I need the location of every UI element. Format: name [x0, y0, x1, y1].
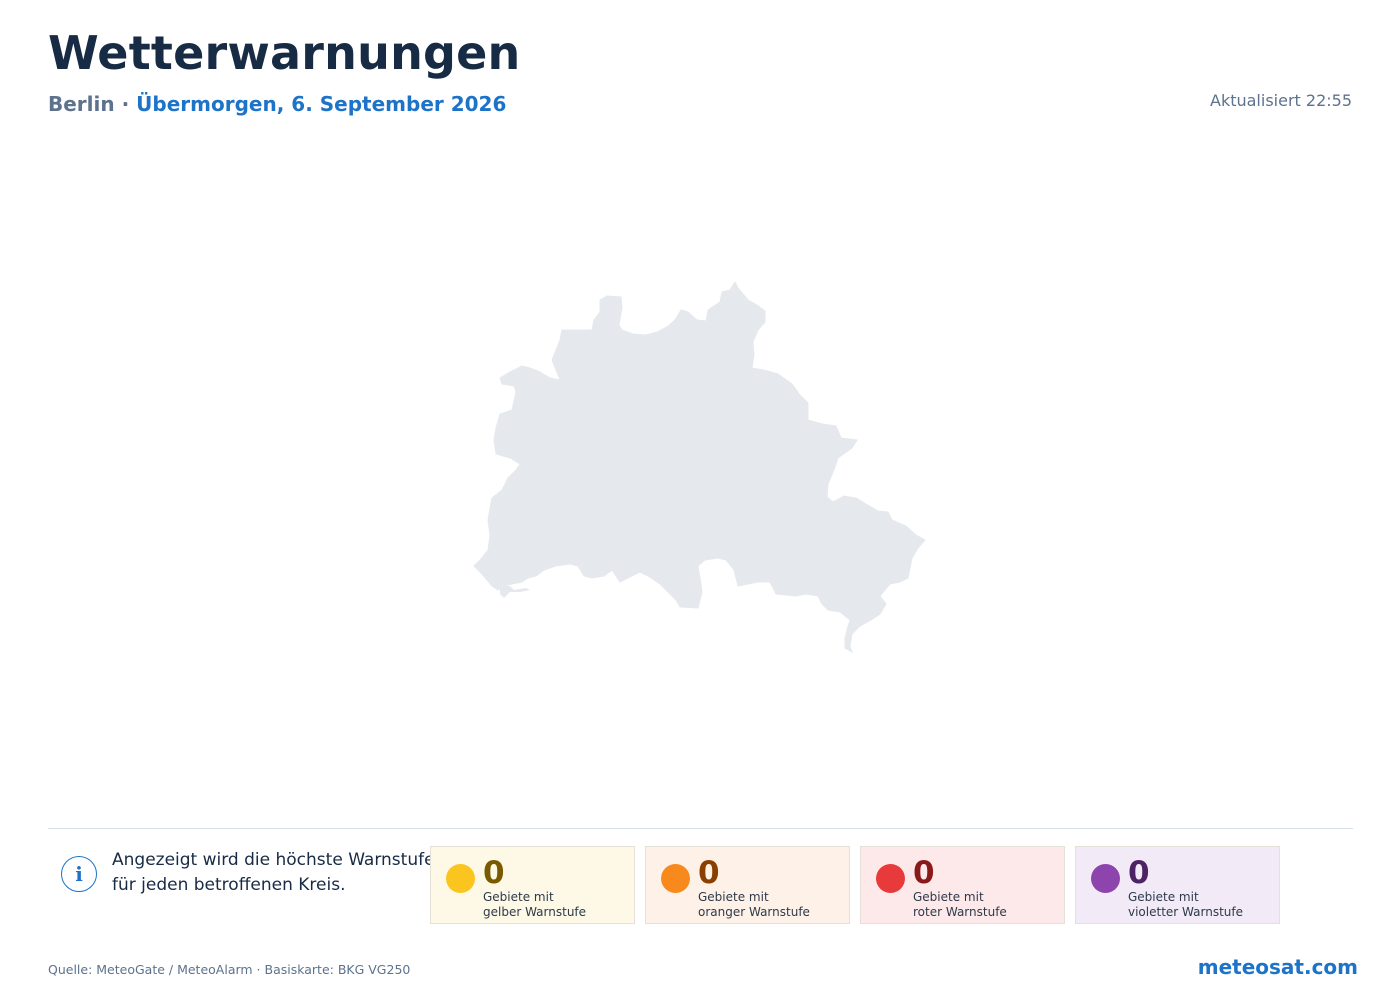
info-icon: i: [61, 856, 97, 892]
warning-label: Gebiete mit oranger Warnstufe: [698, 890, 810, 920]
warning-label-line-2: gelber Warnstufe: [483, 905, 587, 919]
footer-divider: [48, 828, 1353, 829]
warning-card-red: 0 Gebiete mit roter Warnstufe: [860, 846, 1065, 924]
violet-level-icon: [1091, 864, 1120, 893]
warning-card-yellow: 0 Gebiete mit gelber Warnstufe: [430, 846, 635, 924]
orange-level-icon: [661, 864, 690, 893]
warning-label-line-2: roter Warnstufe: [913, 905, 1007, 919]
info-text: Angezeigt wird die höchste Warnstufe für…: [112, 848, 435, 898]
warning-label-line-1: Gebiete mit: [483, 890, 554, 904]
warning-label-line-1: Gebiete mit: [698, 890, 769, 904]
yellow-level-icon: [446, 864, 475, 893]
source-credit: Quelle: MeteoGate / MeteoAlarm · Basiska…: [48, 962, 411, 977]
subtitle-separator: ·: [121, 92, 130, 116]
warning-label: Gebiete mit violetter Warnstufe: [1128, 890, 1243, 920]
info-text-line-2: für jeden betroffenen Kreis.: [112, 875, 346, 895]
warning-label-line-2: violetter Warnstufe: [1128, 905, 1243, 919]
warning-count: 0: [1128, 855, 1150, 891]
warning-label: Gebiete mit gelber Warnstufe: [483, 890, 586, 920]
updated-time: Aktualisiert 22:55: [1210, 91, 1352, 110]
warning-label-line-1: Gebiete mit: [1128, 890, 1199, 904]
warning-count: 0: [698, 855, 720, 891]
brand-link[interactable]: meteosat.com: [1197, 955, 1358, 979]
forecast-date: Übermorgen, 6. September 2026: [136, 92, 507, 116]
warning-count: 0: [483, 855, 505, 891]
warning-label: Gebiete mit roter Warnstufe: [913, 890, 1007, 920]
region-name: Berlin: [48, 92, 115, 116]
warning-label-line-1: Gebiete mit: [913, 890, 984, 904]
page-title: Wetterwarnungen: [48, 26, 521, 80]
info-text-line-1: Angezeigt wird die höchste Warnstufe: [112, 850, 435, 870]
warning-count: 0: [913, 855, 935, 891]
map-region-berlin[interactable]: [473, 280, 926, 654]
warning-card-orange: 0 Gebiete mit oranger Warnstufe: [645, 846, 850, 924]
red-level-icon: [876, 864, 905, 893]
warning-card-violet: 0 Gebiete mit violetter Warnstufe: [1075, 846, 1280, 924]
warning-map: [473, 280, 926, 654]
page-subtitle: Berlin · Übermorgen, 6. September 2026: [48, 92, 506, 116]
warning-label-line-2: oranger Warnstufe: [698, 905, 810, 919]
